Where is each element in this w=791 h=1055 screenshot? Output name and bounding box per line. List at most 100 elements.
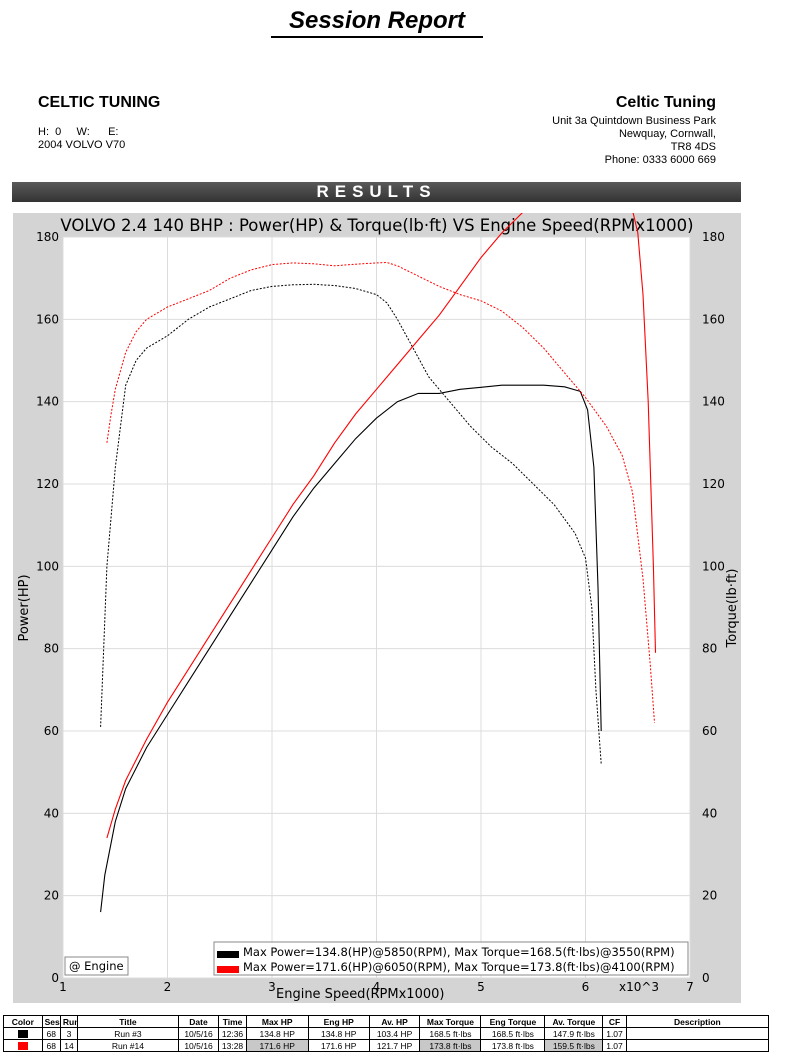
customer-info: CELTIC TUNING H: 0 W: E: 2004 VOLVO V70	[38, 94, 160, 152]
x-tick-label: 6	[582, 980, 590, 994]
summary-cell: 1.07	[602, 1027, 627, 1040]
shop-address-line1: Unit 3a Quintdown Business Park	[552, 115, 716, 127]
summary-cell: 168.5 ft·lbs	[419, 1027, 482, 1040]
summary-cell: 171.6 HP	[307, 1039, 370, 1052]
run-color-swatch	[17, 1030, 28, 1039]
x-axis-label: Engine Speed(RPMx1000)	[276, 987, 444, 1002]
summary-header-cell: Title	[77, 1015, 179, 1028]
torque-curve-run3	[100, 283, 602, 764]
summary-header-cell: Ses	[41, 1015, 61, 1028]
summary-header-cell: Av. HP	[368, 1015, 421, 1028]
summary-cell: 10/5/16	[177, 1027, 220, 1040]
legend: Max Power=134.8(HP)@5850(RPM), Max Torqu…	[213, 941, 689, 976]
color-cell	[3, 1039, 43, 1052]
legend-entry-run3: Max Power=134.8(HP)@5850(RPM), Max Torqu…	[243, 945, 675, 959]
shop-company: Celtic Tuning	[615, 94, 716, 111]
summary-header-cell: Av. Torque	[544, 1015, 604, 1028]
y-tick-label-left: 60	[44, 724, 59, 738]
y-tick-label-left: 20	[44, 889, 59, 903]
engine-badge-box	[64, 956, 129, 976]
y-tick-label-left: 40	[44, 806, 59, 820]
summary-cell: 1.07	[602, 1039, 627, 1052]
summary-cell: 14	[59, 1039, 79, 1052]
x-tick-label: 2	[164, 980, 172, 994]
y-tick-label-left: 140	[36, 395, 59, 409]
dyno-chart: VOLVO 2.4 140 BHP : Power(HP) & Torque(l…	[13, 184, 741, 1003]
legend-swatch-run14	[217, 966, 239, 973]
summary-header-cell: Time	[218, 1015, 247, 1028]
y-tick-label-right: 80	[702, 642, 717, 656]
vehicle-name: 2004 VOLVO V70	[38, 139, 126, 151]
summary-cell: 134.8 HP	[245, 1027, 309, 1040]
x-tick-label: 4	[373, 980, 381, 994]
summary-cell	[625, 1039, 770, 1052]
vehicle-measurements: H: 0 W: E:	[38, 126, 119, 138]
legend-entry-run14: Max Power=171.6(HP)@6050(RPM), Max Torqu…	[243, 960, 675, 974]
y-tick-label-right: 0	[702, 971, 710, 985]
x-tick-label: 7	[686, 980, 694, 994]
summary-cell: 121.7 HP	[368, 1039, 421, 1052]
torque-curve-run14	[106, 261, 655, 723]
summary-header-cell: CF	[602, 1015, 627, 1028]
summary-header-cell: Date	[177, 1015, 220, 1028]
x-tick-label: 3	[268, 980, 276, 994]
y-tick-label-left: 180	[36, 230, 59, 244]
y-tick-label-right: 40	[702, 806, 717, 820]
summary-cell: Run #14	[77, 1039, 179, 1052]
summary-cell: 10/5/16	[177, 1039, 220, 1052]
engine-badge-label: @ Engine	[69, 959, 124, 973]
legend-box	[213, 941, 689, 976]
x-multiplier-label: x10^3	[619, 980, 659, 994]
x-tick-label: 1	[59, 980, 67, 994]
y-tick-label-right: 180	[702, 230, 725, 244]
summary-cell: 68	[41, 1039, 61, 1052]
summary-cell: 168.5 ft·lbs	[480, 1027, 546, 1040]
summary-row: 68 14 Run #14 10/5/16 13:28 171.6 HP 171.6 HP 1…	[3, 1039, 770, 1052]
summary-header-cell: Description	[625, 1015, 770, 1028]
y-tick-label-left: 120	[36, 477, 59, 491]
summary-header-cell: Eng HP	[307, 1015, 370, 1028]
y-tick-label-left: 100	[36, 559, 59, 573]
legend-swatch-run3	[217, 951, 239, 958]
summary-cell	[625, 1027, 770, 1040]
y-tick-label-right: 100	[702, 559, 725, 573]
y-axis-label-right: Torque(lb·ft)	[725, 569, 740, 649]
summary-cell: 12:36	[218, 1027, 247, 1040]
results-banner: RESULTS	[12, 182, 741, 202]
summary-row: 68 3 Run #3 10/5/16 12:36 134.8 HP 134.8 HP 103…	[3, 1027, 770, 1040]
color-cell	[3, 1027, 43, 1040]
y-tick-label-right: 60	[702, 724, 717, 738]
y-tick-label-left: 80	[44, 642, 59, 656]
y-tick-label-right: 140	[702, 395, 725, 409]
summary-cell: 103.4 HP	[368, 1027, 421, 1040]
summary-cell: 3	[59, 1027, 79, 1040]
y-tick-label-left: 0	[51, 971, 59, 985]
shop-postcode: TR8 4DS	[670, 141, 716, 153]
summary-cell: 173.8 ft·lbs	[480, 1039, 546, 1052]
summary-header-cell: Color	[3, 1015, 43, 1028]
y-tick-label-right: 20	[702, 889, 717, 903]
summary-header-cell: Run	[59, 1015, 79, 1028]
y-tick-label-left: 160	[36, 312, 59, 326]
summary-cell: 159.5 ft·lbs	[544, 1039, 604, 1052]
summary-header-cell: Max Torque	[419, 1015, 482, 1028]
grid-lines	[62, 236, 691, 979]
x-tick-label: 5	[477, 980, 485, 994]
y-tick-label-right: 160	[702, 312, 725, 326]
y-axis-label-left: Power(HP)	[17, 574, 32, 641]
summary-header-cell: Eng Torque	[480, 1015, 546, 1028]
shop-address-line2: Newquay, Cornwall,	[618, 128, 716, 140]
report-title: Session Report	[271, 6, 483, 38]
summary-cell: 13:28	[218, 1039, 247, 1052]
customer-company: CELTIC TUNING	[38, 94, 161, 111]
engine-badge: @ Engine	[64, 956, 129, 976]
run-color-swatch	[17, 1042, 28, 1051]
summary-cell: 68	[41, 1027, 61, 1040]
summary-header-cell: Max HP	[245, 1015, 309, 1028]
chart-title: VOLVO 2.4 140 BHP : Power(HP) & Torque(l…	[60, 216, 693, 235]
summary-cell: Run #3	[77, 1027, 179, 1040]
summary-cell: 173.8 ft·lbs	[419, 1039, 482, 1052]
